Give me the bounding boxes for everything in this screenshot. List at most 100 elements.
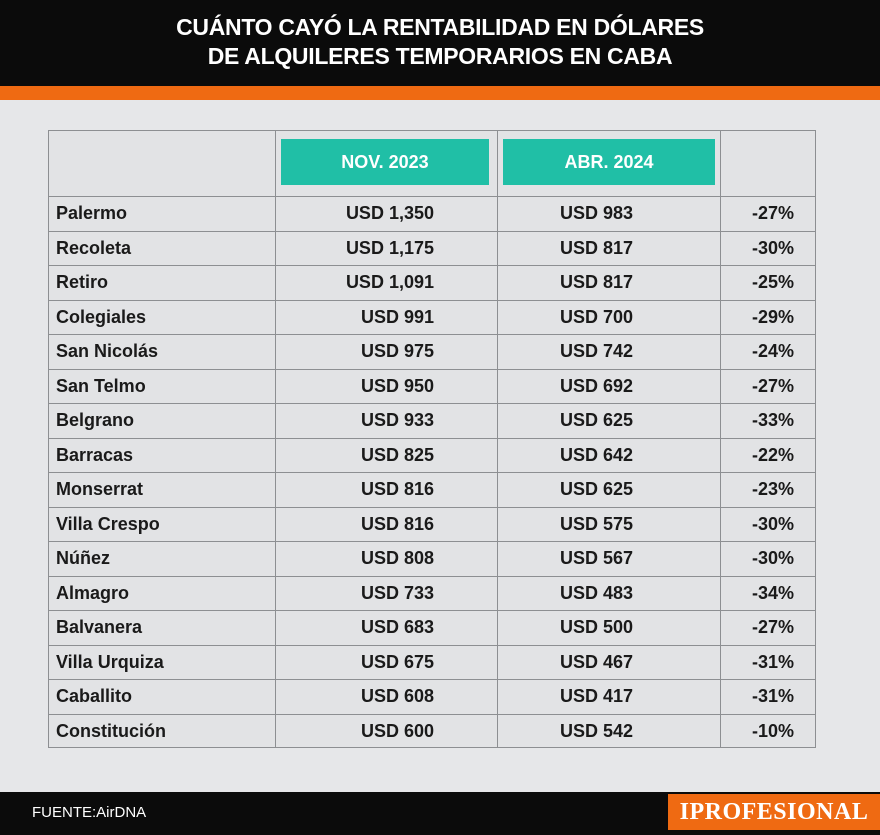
abr-2024-cell: USD 625 [560, 410, 634, 430]
title-line-1: CUÁNTO CAYÓ LA RENTABILIDAD EN DÓLARES [176, 14, 704, 40]
table-row: Barracas USD 825 USD 642 -22% [48, 438, 816, 473]
nov-2023-cell: USD 816 [360, 513, 434, 534]
variation-cell: -29% [751, 306, 794, 327]
table-row: Colegiales USD 991 USD 700 -29% [48, 300, 816, 335]
barrio-cell: Constitución [56, 720, 166, 741]
source-note: FUENTE:AirDNA [32, 804, 147, 821]
table-row: Retiro USD 1,091 USD 817 -25% [48, 265, 816, 300]
nov-2023-cell: USD 975 [360, 341, 434, 361]
title-line-2: DE ALQUILERES TEMPORARIOS EN CABA [207, 43, 673, 69]
grid-line-horizontal-6 [48, 369, 816, 370]
grid-line-horizontal-1 [48, 196, 816, 197]
table-row: Almagro USD 733 USD 483 -34% [48, 576, 816, 611]
footer-bar: FUENTE:AirDNA IPROFESIONAL [0, 792, 880, 835]
variation-cell: -22% [751, 444, 794, 465]
abr-2024-cell: USD 542 [560, 720, 634, 741]
nov-2023-cell: USD 733 [360, 582, 434, 603]
barrio-cell: Núñez [56, 548, 110, 568]
nov-2023-cell: USD 825 [360, 444, 434, 465]
nov-2023-cell: USD 950 [360, 375, 434, 396]
column-header-abr-2024: ABR. 2024 [503, 139, 715, 185]
brand-logo: IPROFESIONAL [668, 794, 880, 830]
grid-line-horizontal-0 [48, 130, 816, 131]
nov-2023-cell: USD 600 [360, 720, 434, 741]
variation-cell: -27% [751, 617, 794, 637]
grid-line-horizontal-11 [48, 541, 816, 542]
barrio-cell: Monserrat [56, 479, 144, 499]
nov-2023-cell: USD 991 [360, 306, 434, 327]
grid-line-horizontal-17 [48, 747, 816, 748]
barrio-cell: Belgrano [56, 410, 135, 430]
variation-cell: -24% [751, 341, 794, 361]
chart-title: CUÁNTO CAYÓ LA RENTABILIDAD EN DÓLARES D… [0, 13, 880, 71]
abr-2024-cell: USD 983 [560, 203, 634, 223]
abr-2024-cell: USD 483 [560, 582, 634, 603]
accent-bar [0, 86, 880, 100]
barrio-cell: Balvanera [56, 617, 143, 637]
variation-cell: -31% [751, 651, 794, 672]
nov-2023-cell: USD 608 [360, 686, 434, 706]
grid-line-horizontal-5 [48, 334, 816, 335]
abr-2024-cell: USD 500 [560, 617, 634, 637]
table-row: Balvanera USD 683 USD 500 -27% [48, 610, 816, 645]
barrio-cell: Colegiales [56, 306, 147, 327]
variation-cell: -25% [751, 272, 794, 292]
table-row: Constitución USD 600 USD 542 -10% [48, 714, 816, 749]
grid-line-horizontal-10 [48, 507, 816, 508]
grid-line-vertical-3 [720, 130, 721, 748]
variation-cell: -27% [751, 203, 794, 223]
abr-2024-cell: USD 417 [560, 686, 634, 706]
header-bar: CUÁNTO CAYÓ LA RENTABILIDAD EN DÓLARES D… [0, 0, 880, 86]
grid-line-vertical-0 [48, 130, 49, 748]
grid-line-vertical-2 [497, 130, 498, 748]
table-row: Villa Crespo USD 816 USD 575 -30% [48, 507, 816, 542]
nov-2023-cell: USD 816 [360, 479, 434, 499]
barrio-cell: Retiro [56, 272, 109, 292]
grid-line-horizontal-4 [48, 300, 816, 301]
grid-line-horizontal-3 [48, 265, 816, 266]
table-row: Villa Urquiza USD 675 USD 467 -31% [48, 645, 816, 680]
barrio-cell: Almagro [56, 582, 130, 603]
abr-2024-cell: USD 567 [560, 548, 634, 568]
grid-line-horizontal-12 [48, 576, 816, 577]
table-row: Palermo USD 1,350 USD 983 -27% [48, 196, 816, 231]
grid-line-horizontal-16 [48, 714, 816, 715]
abr-2024-cell: USD 742 [560, 341, 634, 361]
variation-cell: -31% [751, 686, 794, 706]
nov-2023-cell: USD 683 [360, 617, 434, 637]
abr-2024-cell: USD 817 [560, 272, 634, 292]
table-row: Recoleta USD 1,175 USD 817 -30% [48, 231, 816, 266]
grid-line-vertical-4 [815, 130, 816, 748]
table-row: San Telmo USD 950 USD 692 -27% [48, 369, 816, 404]
barrio-cell: Villa Crespo [56, 513, 160, 534]
variation-cell: -10% [751, 720, 794, 741]
variation-cell: -30% [751, 237, 794, 258]
abr-2024-cell: USD 625 [560, 479, 634, 499]
table-row: San Nicolás USD 975 USD 742 -24% [48, 334, 816, 369]
table-row: Caballito USD 608 USD 417 -31% [48, 679, 816, 714]
barrio-cell: Villa Urquiza [56, 651, 164, 672]
abr-2024-cell: USD 467 [560, 651, 634, 672]
abr-2024-cell: USD 642 [560, 444, 634, 465]
grid-line-horizontal-13 [48, 610, 816, 611]
nov-2023-cell: USD 1,175 [345, 237, 434, 258]
nov-2023-cell: USD 933 [360, 410, 434, 430]
barrio-cell: Barracas [56, 444, 134, 465]
grid-line-horizontal-14 [48, 645, 816, 646]
grid-line-horizontal-15 [48, 679, 816, 680]
nov-2023-cell: USD 1,350 [345, 203, 434, 223]
grid-line-vertical-1 [275, 130, 276, 748]
variation-cell: -23% [751, 479, 794, 499]
barrio-cell: San Telmo [56, 375, 146, 396]
abr-2024-cell: USD 817 [560, 237, 634, 258]
abr-2024-cell: USD 692 [560, 375, 634, 396]
barrio-cell: San Nicolás [56, 341, 159, 361]
abr-2024-cell: USD 575 [560, 513, 634, 534]
nov-2023-cell: USD 675 [360, 651, 434, 672]
table-row: Núñez USD 808 USD 567 -30% [48, 541, 816, 576]
grid-line-horizontal-8 [48, 438, 816, 439]
table-row: Monserrat USD 816 USD 625 -23% [48, 472, 816, 507]
barrio-cell: Palermo [56, 203, 128, 223]
variation-cell: -34% [751, 582, 794, 603]
variation-cell: -33% [751, 410, 794, 430]
